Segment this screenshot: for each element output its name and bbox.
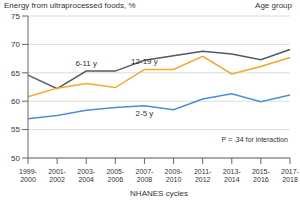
svg-text:2007-2008: 2007-2008: [135, 168, 154, 183]
svg-text:2015-2016: 2015-2016: [252, 168, 271, 183]
html-text:Energy from ultraprocessed foo: Energy from ultraprocessed foods, %: [4, 1, 136, 10]
svg-text:6-11 y: 6-11 y: [75, 59, 97, 68]
svg-text:2003-2004: 2003-2004: [77, 168, 96, 183]
svg-text:2001-2002: 2001-2002: [48, 168, 67, 183]
svg-text:2009-2010: 2009-2010: [165, 168, 184, 183]
svg-text:2013-2014: 2013-2014: [223, 168, 242, 183]
svg-text:50: 50: [11, 154, 20, 163]
svg-text:NHANES cycles: NHANES cycles: [130, 189, 188, 198]
html-text:Age group: Age group: [255, 1, 292, 10]
html-text:P = .34 for interaction: P = .34 for interaction: [221, 136, 288, 143]
svg-text:2-5 y: 2-5 y: [136, 109, 154, 118]
svg-text:2017-2018: 2017-2018: [281, 168, 292, 183]
svg-text:2005-2006: 2005-2006: [106, 168, 125, 183]
svg-text:70: 70: [11, 40, 20, 49]
svg-text:65: 65: [11, 69, 20, 78]
svg-text:55: 55: [11, 125, 20, 134]
svg-text:60: 60: [11, 97, 20, 106]
svg-text:1999-2000: 1999-2000: [19, 168, 38, 183]
svg-text:2011-2012: 2011-2012: [194, 168, 212, 183]
svg-text:75: 75: [11, 12, 20, 21]
svg-text:12-19 y: 12-19 y: [131, 57, 158, 66]
